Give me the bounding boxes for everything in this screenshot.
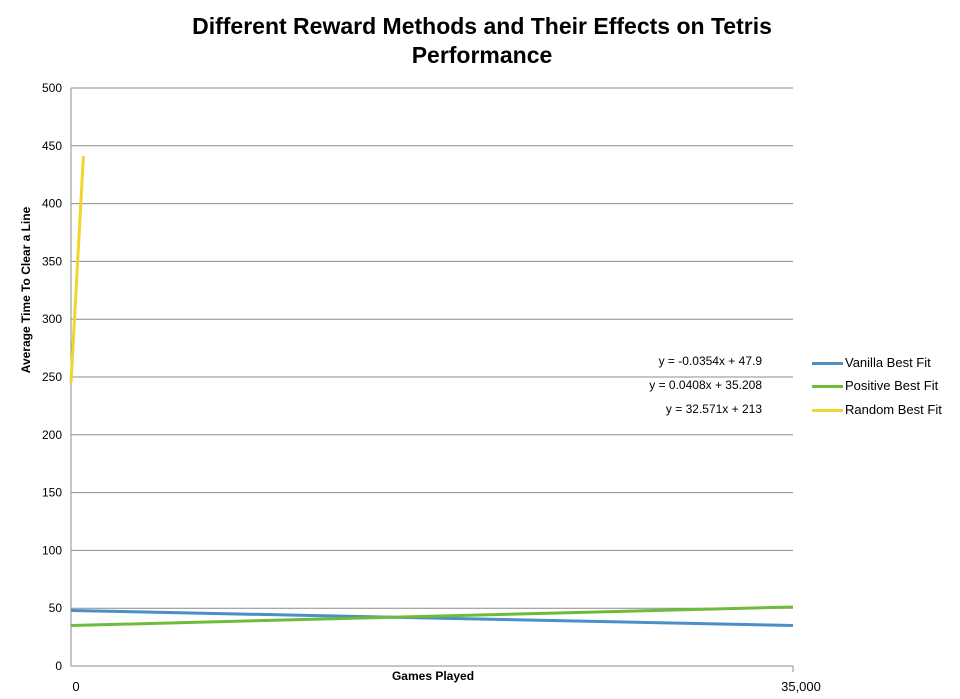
y-tick-label-200: 200 bbox=[42, 428, 62, 442]
x-tick-label-start: 0 bbox=[72, 679, 79, 694]
legend-swatch-positive bbox=[812, 385, 843, 388]
x-tick-label-end: 35,000 bbox=[781, 679, 821, 694]
y-tick-label-50: 50 bbox=[49, 601, 63, 615]
legend-label-positive: Positive Best Fit bbox=[845, 378, 939, 393]
series-line-positive bbox=[70, 605, 794, 627]
vanilla-equation: y = -0.0354x + 47.9 bbox=[658, 354, 762, 368]
y-tick-label-150: 150 bbox=[42, 486, 62, 500]
y-tick-label-450: 450 bbox=[42, 139, 62, 153]
y-tick-label-250: 250 bbox=[42, 370, 62, 384]
series-line-vanilla bbox=[70, 609, 794, 627]
y-tick-label-350: 350 bbox=[42, 254, 62, 268]
y-tick-label-0: 0 bbox=[55, 659, 62, 673]
chart-title: Different Reward Methods and Their Effec… bbox=[192, 13, 772, 68]
y-axis-label: Average Time To Clear a Line bbox=[19, 206, 33, 374]
x-axis-label: Games Played bbox=[391, 669, 475, 683]
series-line-random bbox=[69, 156, 85, 383]
legend-label-random: Random Best Fit bbox=[845, 402, 942, 417]
y-tick-label-500: 500 bbox=[42, 81, 62, 95]
legend-swatch-random bbox=[812, 409, 843, 412]
random-equation: y = 32.571x + 213 bbox=[665, 402, 762, 416]
y-tick-label-400: 400 bbox=[42, 197, 62, 211]
legend-label-vanilla: Vanilla Best Fit bbox=[845, 355, 931, 370]
y-tick-label-300: 300 bbox=[42, 312, 62, 326]
legend-swatch-vanilla bbox=[812, 362, 843, 365]
positive-equation: y = 0.0408x + 35.208 bbox=[649, 378, 762, 392]
y-tick-label-100: 100 bbox=[42, 543, 62, 557]
